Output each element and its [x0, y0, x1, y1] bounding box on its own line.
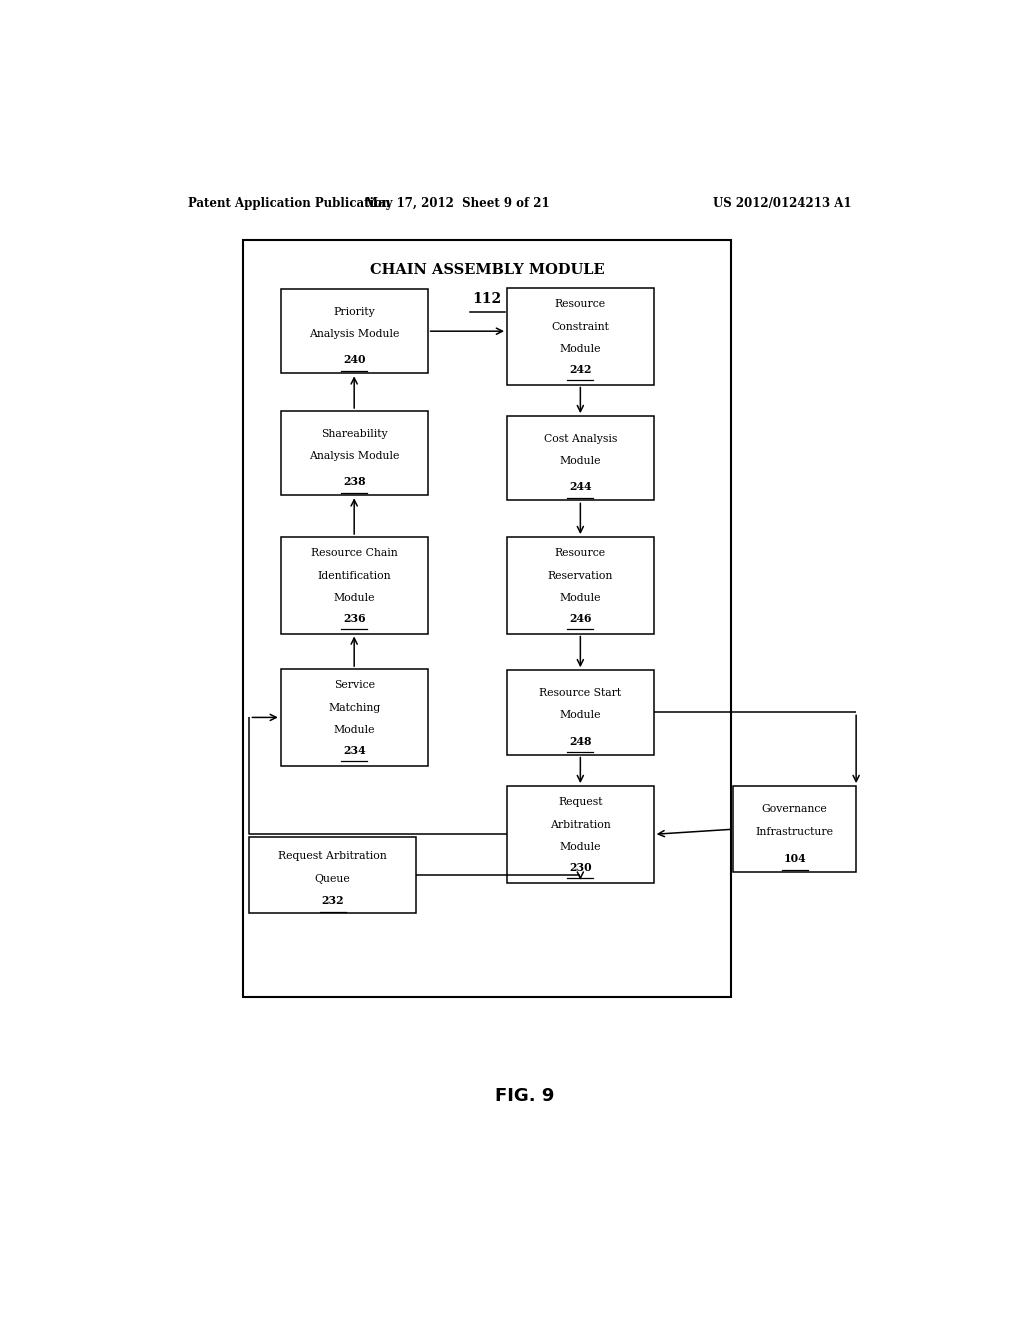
Text: Patent Application Publication: Patent Application Publication	[187, 197, 390, 210]
Bar	[281, 289, 428, 374]
Text: US 2012/0124213 A1: US 2012/0124213 A1	[714, 197, 852, 210]
Text: Arbitration: Arbitration	[550, 820, 610, 830]
Bar	[733, 785, 856, 873]
Text: Analysis Module: Analysis Module	[309, 329, 399, 339]
Text: 232: 232	[322, 895, 344, 907]
Text: Governance: Governance	[762, 804, 827, 814]
Bar	[243, 240, 731, 997]
Text: Request: Request	[558, 797, 602, 808]
Text: Analysis Module: Analysis Module	[309, 451, 399, 461]
Bar	[281, 669, 428, 766]
Text: 104: 104	[783, 853, 806, 865]
Bar	[507, 537, 653, 634]
Text: 112: 112	[472, 292, 502, 306]
Text: 244: 244	[569, 482, 592, 492]
Text: FIG. 9: FIG. 9	[496, 1086, 554, 1105]
Text: Matching: Matching	[328, 702, 380, 713]
Text: Queue: Queue	[314, 874, 350, 883]
Text: Module: Module	[334, 725, 375, 735]
Text: May 17, 2012  Sheet 9 of 21: May 17, 2012 Sheet 9 of 21	[365, 197, 550, 210]
Text: Resource: Resource	[555, 300, 606, 309]
Text: 230: 230	[569, 862, 592, 873]
Text: Module: Module	[559, 593, 601, 603]
Text: Request Arbitration: Request Arbitration	[279, 851, 387, 861]
Text: Module: Module	[334, 593, 375, 603]
Text: Priority: Priority	[333, 306, 375, 317]
Text: Cost Analysis: Cost Analysis	[544, 434, 617, 444]
Text: 234: 234	[343, 744, 366, 756]
Text: Shareability: Shareability	[321, 429, 387, 438]
Bar	[507, 416, 653, 500]
Bar	[250, 837, 416, 913]
Bar	[507, 671, 653, 755]
Text: 238: 238	[343, 477, 366, 487]
Text: 246: 246	[569, 612, 592, 623]
Text: Identification: Identification	[317, 570, 391, 581]
Text: Module: Module	[559, 455, 601, 466]
Bar	[507, 785, 653, 883]
Text: Constraint: Constraint	[551, 322, 609, 331]
Text: CHAIN ASSEMBLY MODULE: CHAIN ASSEMBLY MODULE	[370, 263, 604, 277]
Text: Resource Chain: Resource Chain	[311, 548, 397, 558]
Text: Module: Module	[559, 345, 601, 354]
Text: 236: 236	[343, 612, 366, 623]
Text: Resource: Resource	[555, 548, 606, 558]
Bar	[507, 288, 653, 384]
Bar	[281, 411, 428, 495]
Text: Resource Start: Resource Start	[540, 688, 622, 698]
Text: Service: Service	[334, 680, 375, 690]
Text: 248: 248	[569, 735, 592, 747]
Text: Module: Module	[559, 710, 601, 721]
Text: Module: Module	[559, 842, 601, 851]
Text: Infrastructure: Infrastructure	[756, 826, 834, 837]
Text: 242: 242	[569, 363, 592, 375]
Text: Reservation: Reservation	[548, 570, 613, 581]
Text: 240: 240	[343, 354, 366, 366]
Bar	[281, 537, 428, 634]
